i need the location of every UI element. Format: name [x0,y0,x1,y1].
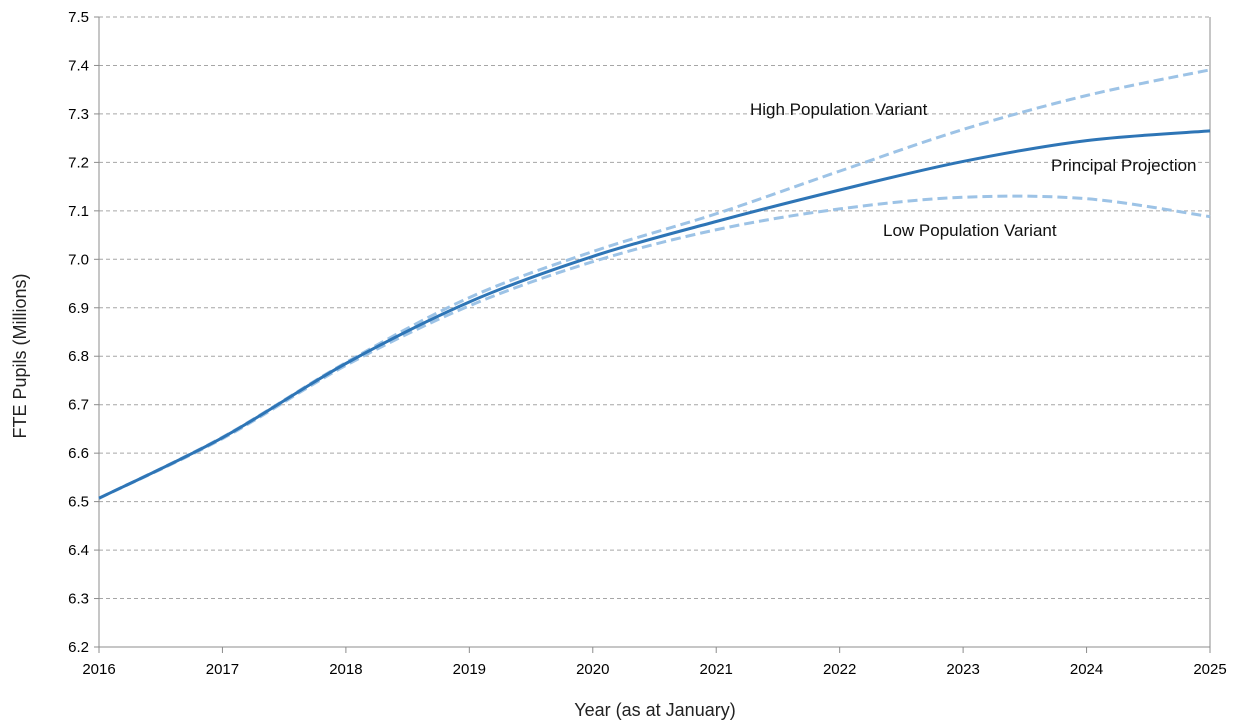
labels: 6.2 6.3 6.4 6.5 6.6 6.7 6.8 6.9 7.0 7.1 7.2 7.3 7.4 7… [68,9,1227,678]
x-tick-label: 2020 [576,661,609,678]
axes [94,16,1211,653]
x-tick-label: 2024 [1070,661,1103,678]
y-tick-label: 7.0 [68,251,89,268]
y-tick-label: 6.3 [68,591,89,608]
x-tick-label: 2021 [700,661,733,678]
series-line-high-population-variant [98,68,1211,500]
y-tick-label: 7.4 [68,57,89,74]
x-tick-label: 2023 [946,661,979,678]
x-tick-label: 2017 [206,661,239,678]
y-tick-label: 6.4 [68,542,89,559]
x-tick-label: 2019 [453,661,486,678]
x-tick-label: 2025 [1193,661,1226,678]
y-tick-label: 7.5 [68,9,89,26]
y-tick-label: 7.1 [68,203,89,220]
series-label-high-population-variant: High Population Variant [750,100,928,119]
gridlines [99,16,1210,600]
x-tick-label: 2016 [82,661,115,678]
y-tick-label: 6.6 [68,445,89,462]
y-tick-label: 6.9 [68,300,89,317]
series-label-low-population-variant: Low Population Variant [883,221,1057,240]
y-axis-title: FTE Pupils (Millions) [10,273,30,438]
series-lines [98,68,1211,500]
x-tick-label: 2018 [329,661,362,678]
x-axis-title: Year (as at January) [574,700,735,720]
x-tick-label: 2022 [823,661,856,678]
y-tick-label: 6.5 [68,494,89,511]
y-tick-label: 6.7 [68,397,89,414]
y-tick-label: 6.2 [68,639,89,656]
y-tick-label: 6.8 [68,348,89,365]
series-line-principal-projection [98,129,1211,500]
y-tick-label: 7.3 [68,106,89,123]
y-tick-label: 7.2 [68,154,89,171]
series-label-principal-projection: Principal Projection [1051,156,1197,175]
